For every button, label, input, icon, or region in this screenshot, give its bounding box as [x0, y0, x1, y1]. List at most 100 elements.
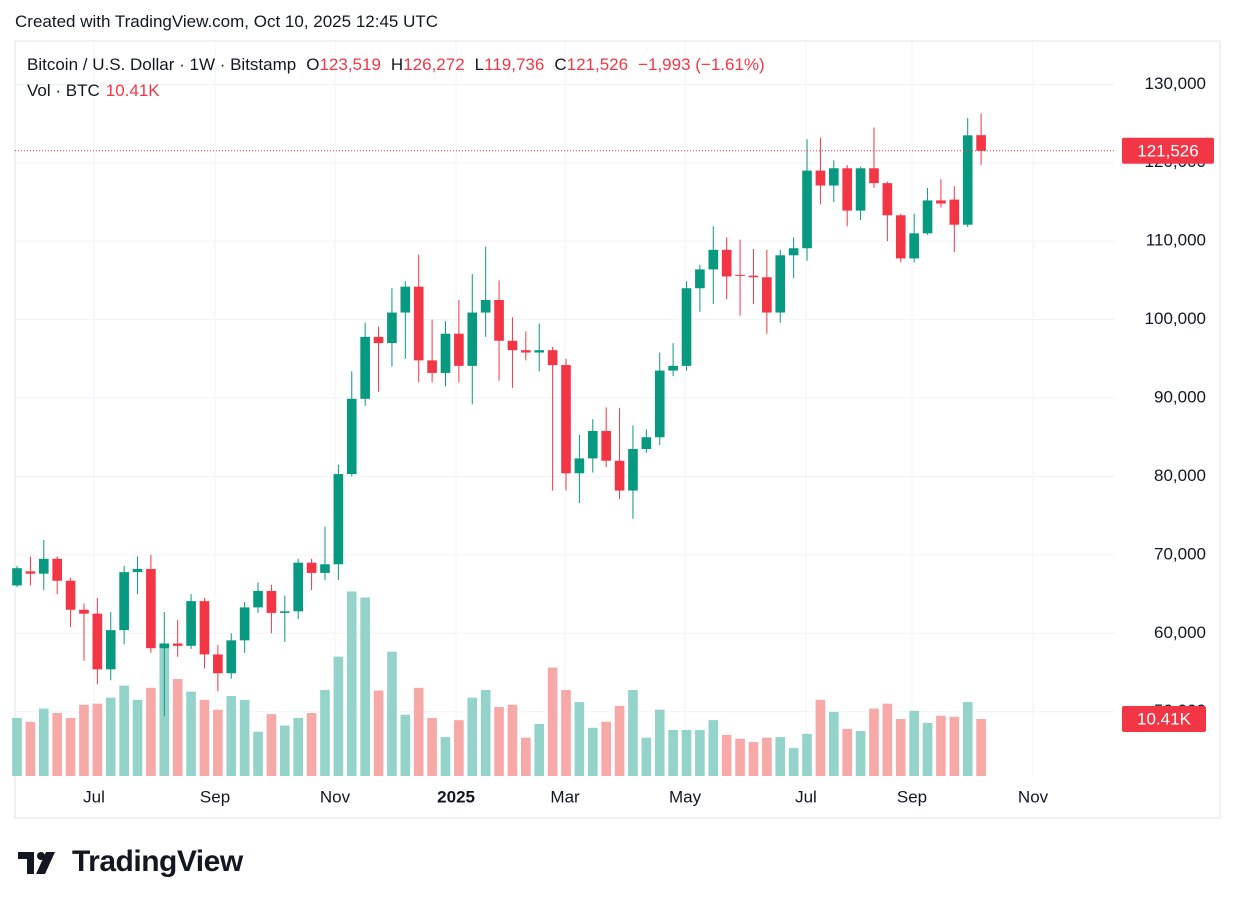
candle-body [79, 609, 89, 614]
volume-bar [454, 720, 464, 776]
candle-body [762, 277, 772, 313]
candle-body [454, 333, 464, 366]
candle-body [628, 448, 638, 491]
candle-body [146, 568, 156, 649]
candle-body [467, 312, 478, 366]
volume-bar [400, 714, 411, 776]
y-tick-label: 100,000 [1145, 309, 1206, 328]
candle-body [253, 590, 263, 608]
brand: TradingView [72, 845, 243, 878]
candle-body [480, 299, 491, 313]
volume-bar [788, 748, 799, 776]
candle-body [373, 336, 384, 344]
candle-body [427, 360, 437, 373]
volume-bar [507, 704, 518, 776]
last-price-tag [1122, 137, 1214, 164]
candle-body [748, 275, 759, 278]
volume-bar [882, 703, 893, 776]
candle-body [400, 286, 411, 313]
volume-bar [38, 708, 49, 776]
candle-body [199, 601, 210, 655]
volume-bar [748, 742, 759, 776]
y-tick-label: 80,000 [1154, 466, 1206, 485]
candle-body [842, 168, 853, 211]
candle-body [869, 168, 879, 184]
candle-body [239, 607, 250, 641]
y-tick-label: 90,000 [1154, 388, 1206, 407]
candle-body [266, 590, 277, 613]
candle-body [949, 199, 960, 225]
candle-body [12, 568, 22, 586]
legend-change: −1,993 (−1.61%) [638, 55, 765, 74]
candle-body [828, 168, 839, 186]
candle-body [25, 571, 36, 574]
volume-bar [534, 723, 545, 776]
candle-body [895, 215, 906, 259]
volume-bar [828, 711, 839, 776]
volume-bar [172, 679, 183, 776]
y-tick-label: 70,000 [1154, 544, 1206, 563]
volume-bar [815, 699, 826, 776]
volume-bar [253, 731, 263, 776]
volume-bar [936, 715, 946, 776]
volume-bar [360, 597, 370, 776]
volume-bar [547, 667, 558, 776]
candle-body [654, 370, 665, 438]
candle-body [962, 135, 973, 225]
volume-bar [587, 727, 598, 776]
candle-body [909, 233, 919, 259]
candle-body [105, 630, 116, 670]
x-tick-label: Nov [1018, 787, 1049, 806]
volume-bar [895, 719, 906, 776]
volume-bar [521, 737, 531, 776]
x-tick-label: Mar [550, 787, 580, 806]
candle-body [601, 430, 611, 461]
brand-logo [18, 852, 55, 874]
candle-body [708, 249, 719, 270]
volume-bar [293, 717, 304, 776]
volume-bar [387, 651, 397, 776]
x-tick-label: Nov [320, 787, 351, 806]
candle-body [119, 572, 129, 631]
candle-body [306, 562, 317, 573]
volume-bar [574, 702, 585, 776]
volume-bar [681, 729, 692, 776]
volume-bar [333, 656, 344, 776]
candle-body [159, 643, 170, 649]
pane-border [14, 40, 1221, 819]
volume-bar [494, 706, 504, 776]
volume-value: 10.41K [105, 81, 160, 100]
x-tick-label: Jul [83, 787, 105, 806]
volume-bar [440, 737, 451, 776]
legend-key: H [390, 55, 404, 74]
x-tick-label: 2025 [437, 787, 475, 806]
volume-bar [226, 696, 237, 776]
volume-bar [909, 710, 919, 776]
header: Created with TradingView.com, Oct 10, 20… [15, 12, 439, 31]
y-tick-label: 60,000 [1154, 623, 1206, 642]
legend-value: 121,526 [566, 55, 629, 74]
volume-bar [146, 687, 156, 776]
volume-bar [708, 720, 719, 776]
x-tick-label: Sep [200, 787, 230, 806]
volume-bar [628, 690, 638, 776]
y-tick-label: 130,000 [1145, 74, 1206, 93]
last-price-label: 121,526 [1137, 141, 1198, 160]
volume-bar [52, 713, 62, 776]
candle-body [132, 568, 143, 573]
candle-body [507, 340, 518, 351]
candle-body [802, 170, 812, 249]
volume-bar [79, 704, 89, 776]
candle-body [855, 168, 866, 211]
volume-bar [186, 691, 196, 776]
candle-body [936, 200, 946, 204]
candle-body [521, 350, 531, 353]
candle-body [534, 350, 545, 353]
candle-body [413, 286, 424, 361]
legend-key: C [554, 55, 567, 74]
candle-body [721, 249, 732, 277]
candle-body [882, 183, 893, 216]
symbol: Bitcoin / U.S. Dollar · 1W · Bitstamp [27, 55, 297, 74]
volume-bar [561, 690, 571, 776]
